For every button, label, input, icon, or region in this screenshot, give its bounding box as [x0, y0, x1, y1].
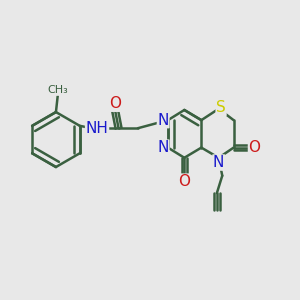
- Text: N: N: [158, 140, 169, 155]
- Text: O: O: [248, 140, 260, 155]
- Text: NH: NH: [85, 121, 109, 136]
- Text: O: O: [109, 96, 121, 111]
- Text: O: O: [178, 174, 190, 189]
- Text: CH₃: CH₃: [47, 85, 68, 95]
- Text: N: N: [158, 112, 169, 128]
- Text: S: S: [216, 100, 226, 116]
- Text: N: N: [213, 155, 224, 170]
